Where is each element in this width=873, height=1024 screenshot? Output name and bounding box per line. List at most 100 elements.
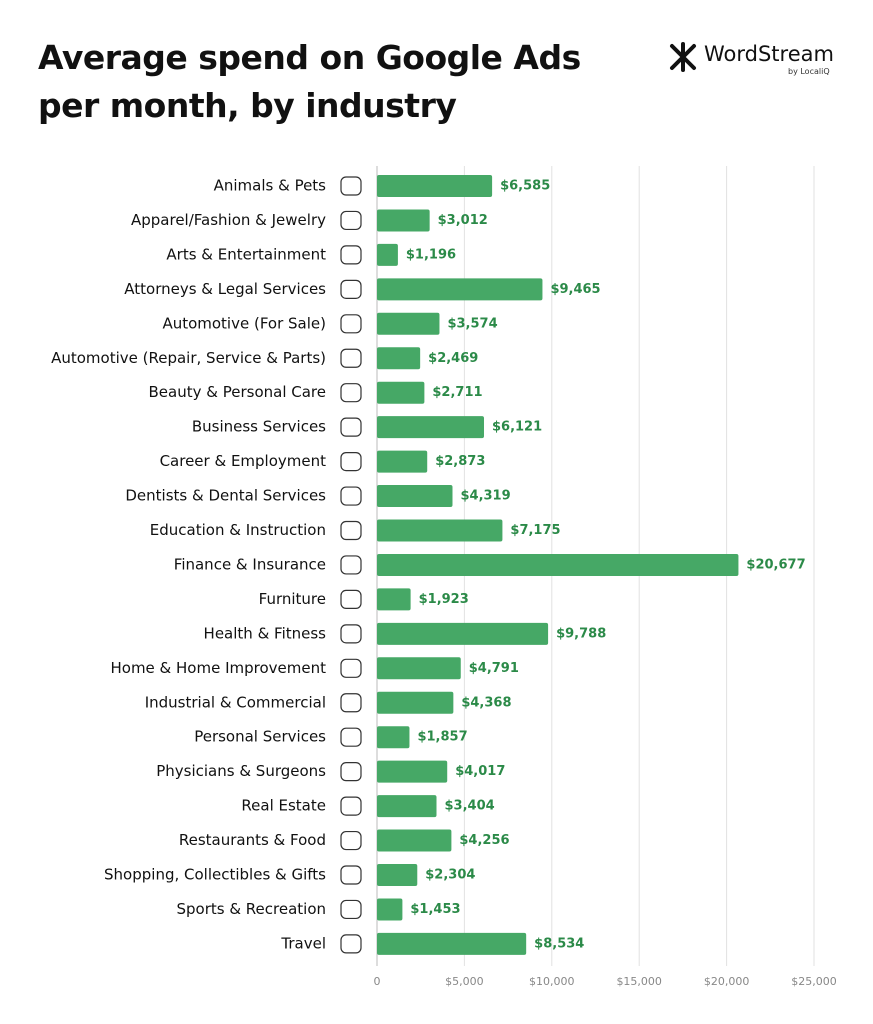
y-tick-label: Beauty & Personal Care [149, 383, 326, 401]
y-tick-label: Education & Instruction [150, 521, 326, 539]
bar [377, 657, 461, 680]
category-icon [340, 899, 362, 920]
category-icon [340, 383, 362, 403]
y-tick-label: Automotive (Repair, Service & Parts) [51, 349, 326, 367]
category-icon [340, 762, 362, 782]
bar [377, 175, 493, 197]
value-label: $1,453 [410, 902, 460, 917]
category-icon [340, 210, 362, 231]
value-label: $4,791 [469, 661, 519, 676]
bar [377, 243, 398, 266]
category-icon [340, 452, 362, 472]
bar [377, 519, 503, 542]
bar [377, 760, 448, 783]
x-tick-label: $10,000 [529, 975, 575, 988]
bar [377, 450, 428, 473]
value-label: $2,711 [432, 385, 482, 400]
y-tick-label: Physicians & Surgeons [156, 762, 326, 780]
value-label: $4,368 [461, 695, 511, 710]
bar [377, 864, 418, 886]
y-tick-label: Industrial & Commercial [145, 693, 326, 711]
value-label: $6,585 [500, 179, 550, 194]
category-icon [340, 693, 362, 713]
category-icon [340, 486, 362, 506]
bar [377, 381, 425, 404]
value-label: $1,923 [419, 592, 469, 607]
bar [377, 588, 411, 611]
logo-tagline: by LocaliQ [788, 67, 830, 76]
y-tick-label: Apparel/Fashion & Jewelry [131, 211, 326, 229]
x-tick-label: $5,000 [445, 975, 484, 988]
bar [377, 278, 543, 301]
category-icon [340, 417, 362, 437]
bar [377, 209, 430, 232]
y-tick-label: Business Services [192, 418, 326, 436]
bar [377, 795, 437, 818]
y-tick-label: Career & Employment [160, 452, 327, 470]
category-icon [340, 520, 362, 541]
bar [377, 898, 403, 921]
bar [377, 691, 454, 714]
y-tick-label: Sports & Recreation [176, 900, 326, 918]
value-label: $3,012 [438, 213, 488, 228]
value-label: $2,873 [435, 454, 485, 469]
category-icon [340, 555, 362, 575]
value-label: $2,469 [428, 351, 478, 366]
category-icon [340, 934, 362, 954]
y-tick-label: Animals & Pets [214, 177, 327, 195]
bar [377, 416, 484, 439]
category-icon [340, 865, 362, 885]
y-tick-label: Automotive (For Sale) [162, 314, 326, 332]
value-label: $9,788 [556, 626, 606, 641]
chart-title: Average spend on Google Ads per month, b… [38, 38, 581, 125]
bar [377, 347, 421, 370]
category-icon [340, 348, 362, 368]
category-icon [340, 589, 362, 610]
category-icon [340, 245, 362, 265]
x-tick-label: $25,000 [791, 975, 837, 988]
value-label: $8,534 [534, 936, 584, 951]
x-tick-label: 0 [374, 975, 381, 988]
bar [377, 485, 453, 508]
category-icon [340, 830, 362, 851]
value-label: $3,574 [447, 316, 497, 331]
value-label: $7,175 [510, 523, 560, 538]
y-tick-label: Real Estate [241, 797, 326, 815]
y-tick-label: Finance & Insurance [174, 555, 326, 573]
y-tick-label: Arts & Entertainment [166, 245, 326, 263]
y-tick-label: Shopping, Collectibles & Gifts [104, 866, 326, 884]
value-label: $4,256 [459, 833, 509, 848]
value-label: $4,017 [455, 764, 505, 779]
value-label: $1,857 [417, 730, 467, 745]
category-icon [340, 176, 362, 196]
x-tick-label: $15,000 [616, 975, 662, 988]
value-label: $2,304 [425, 868, 475, 883]
bar [377, 829, 452, 852]
logo-icon [670, 42, 696, 72]
value-label: $9,465 [550, 282, 600, 297]
bar [377, 622, 549, 645]
x-tick-label: $20,000 [704, 975, 750, 988]
y-tick-label: Furniture [259, 590, 326, 608]
y-tick-label: Health & Fitness [204, 624, 327, 642]
value-label: $3,404 [445, 799, 495, 814]
y-tick-label: Personal Services [194, 728, 326, 746]
bar [377, 553, 739, 576]
bar [377, 312, 440, 335]
value-label: $6,121 [492, 420, 542, 435]
value-label: $20,677 [746, 557, 805, 572]
logo-name: WordStream [704, 42, 834, 66]
category-icon [340, 658, 362, 678]
y-tick-label: Dentists & Dental Services [125, 487, 326, 505]
y-tick-label: Restaurants & Food [179, 831, 326, 849]
value-label: $4,319 [460, 489, 510, 504]
category-icon [340, 624, 362, 644]
category-icon [340, 279, 362, 299]
y-tick-label: Home & Home Improvement [110, 659, 326, 677]
bar [377, 932, 527, 955]
category-icon [340, 314, 362, 334]
y-tick-label: Travel [280, 934, 326, 952]
value-label: $1,196 [406, 247, 456, 262]
